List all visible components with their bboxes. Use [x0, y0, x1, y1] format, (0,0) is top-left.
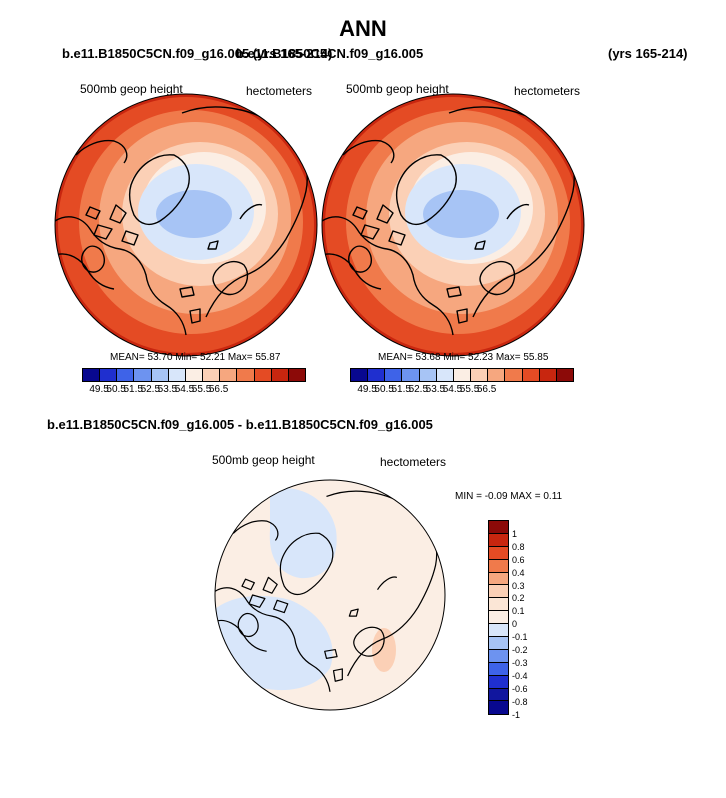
left-panel-case: b.e11.B1850C5CN.f09_g16.005 (yrs 165-214… — [62, 46, 333, 61]
colorbar-swatch — [288, 369, 306, 381]
colorbar-swatch — [168, 369, 186, 381]
diff-colorbar-tick-label: 0.2 — [512, 593, 525, 604]
page-title: ANN — [339, 16, 387, 41]
diff-map-border — [214, 479, 446, 711]
colorbar-tick-label: 55.5 — [191, 384, 212, 395]
colorbar-swatch — [185, 369, 204, 381]
colorbar-swatch — [271, 369, 289, 381]
left-panel-stats: MEAN= 53.70 Min= 52.21 Max= 55.87 — [110, 352, 281, 363]
colorbar-swatch — [453, 369, 472, 381]
right-panel-stats: MEAN= 53.68 Min= 52.23 Max= 55.85 — [378, 352, 549, 363]
diff-colorbar-tick-label: 0.1 — [512, 606, 525, 617]
colorbar-swatch — [385, 369, 403, 381]
diff-colorbar-swatch — [489, 572, 508, 586]
diff-colorbar-swatch — [489, 585, 508, 599]
colorbar-swatch — [402, 369, 420, 381]
diff-colorbar-swatch — [489, 546, 508, 560]
colorbar-swatch — [254, 369, 272, 381]
diff-map — [215, 480, 445, 710]
colorbar-swatch — [351, 369, 369, 381]
diff-colorbar-tick-label: 0.3 — [512, 580, 525, 591]
colorbar-swatch — [539, 369, 557, 381]
colorbar-swatch — [488, 369, 506, 381]
diff-colorbar-swatch — [489, 611, 508, 625]
colorbar-tick-label: 49.5 — [357, 384, 377, 395]
colorbar-tick-label: 54.5 — [174, 384, 195, 395]
colorbar-swatch — [556, 369, 574, 381]
colorbar-tick-label: 54.5 — [442, 384, 463, 395]
left-map-border — [54, 93, 318, 357]
diff-colorbar-swatch — [489, 598, 508, 612]
diff-colorbar-swatch — [489, 533, 508, 547]
colorbar-tick-label: 56.5 — [476, 384, 497, 395]
colorbar-swatch — [505, 369, 523, 381]
colorbar-swatch — [471, 369, 489, 381]
right-colorbar — [350, 368, 574, 382]
colorbar-swatch — [117, 369, 135, 381]
colorbar-tick-label: 52.5 — [408, 384, 429, 395]
colorbar-swatch — [368, 369, 386, 381]
diff-colorbar — [488, 520, 509, 716]
diff-panel-variable: 500mb geop height — [212, 453, 315, 467]
colorbar-swatch — [522, 369, 540, 381]
diff-colorbar-swatch — [489, 637, 508, 650]
colorbar-swatch — [151, 369, 169, 381]
right-map — [322, 94, 584, 356]
diff-colorbar-tick-label: -0.1 — [512, 632, 528, 643]
diff-colorbar-swatch — [489, 675, 508, 689]
diff-colorbar-swatch — [489, 521, 508, 534]
diff-colorbar-tick-label: -0.2 — [512, 645, 528, 655]
left-map — [55, 94, 317, 356]
right-panel-units: hectometers — [514, 84, 581, 98]
diff-colorbar-swatch — [489, 649, 508, 663]
colorbar-tick-label: 50.5 — [374, 384, 394, 395]
colorbar-swatch — [100, 369, 118, 381]
diff-colorbar-swatch — [489, 688, 508, 702]
colorbar-tick-label: 56.5 — [208, 384, 229, 395]
diff-panel-case: b.e11.B1850C5CN.f09_g16.005 - b.e11.B185… — [47, 417, 433, 432]
colorbar-tick-label: 51.5 — [123, 384, 143, 395]
colorbar-tick-label: 52.5 — [140, 384, 161, 395]
diff-colorbar-tick-label: -0.6 — [512, 683, 528, 694]
diff-colorbar-tick-label: 0 — [512, 619, 518, 630]
colorbar-tick-label: 55.5 — [459, 384, 480, 395]
diff-colorbar-tick-label: 0.6 — [512, 554, 525, 565]
right-panel-years: (yrs 165-214) — [608, 46, 688, 61]
diff-colorbar-tick-label: -0.8 — [512, 696, 528, 707]
diff-colorbar-swatch — [489, 701, 508, 715]
diff-colorbar-tick-label: 1 — [512, 528, 518, 539]
colorbar-tick-label: 53.5 — [425, 384, 446, 395]
diff-panel-units: hectometers — [380, 455, 447, 469]
colorbar-swatch — [419, 369, 437, 381]
diff-colorbar-tick-label: -0.3 — [512, 657, 528, 668]
diff-colorbar-swatch — [489, 624, 508, 638]
diff-colorbar-tick-label: 0.4 — [512, 567, 525, 578]
right-map-border — [321, 93, 585, 357]
left-colorbar — [82, 368, 306, 382]
colorbar-tick-label: 49.5 — [89, 384, 109, 395]
diff-colorbar-swatch — [489, 662, 508, 676]
right-panel-variable: 500mb geop height — [346, 82, 449, 96]
colorbar-swatch — [83, 369, 101, 381]
diff-colorbar-tick-label: -0.4 — [512, 670, 528, 681]
colorbar-tick-label: 53.5 — [157, 384, 178, 395]
diff-colorbar-tick-label: -1 — [512, 709, 521, 720]
colorbar-swatch — [220, 369, 238, 381]
colorbar-swatch — [237, 369, 255, 381]
right-panel-case: b.e11.B1850C5CN.f09_g16.005 — [236, 46, 424, 61]
colorbar-swatch — [436, 369, 454, 381]
diff-panel-minmax: MIN = -0.09 MAX = 0.11 — [455, 491, 563, 502]
diff-colorbar-tick-label: 0.8 — [512, 541, 525, 552]
left-panel-units: hectometers — [246, 84, 313, 98]
colorbar-tick-label: 50.5 — [106, 384, 126, 395]
colorbar-tick-label: 51.5 — [391, 384, 411, 395]
left-panel-variable: 500mb geop height — [80, 82, 183, 96]
colorbar-swatch — [203, 369, 221, 381]
colorbar-swatch — [134, 369, 152, 381]
diff-colorbar-swatch — [489, 559, 508, 573]
